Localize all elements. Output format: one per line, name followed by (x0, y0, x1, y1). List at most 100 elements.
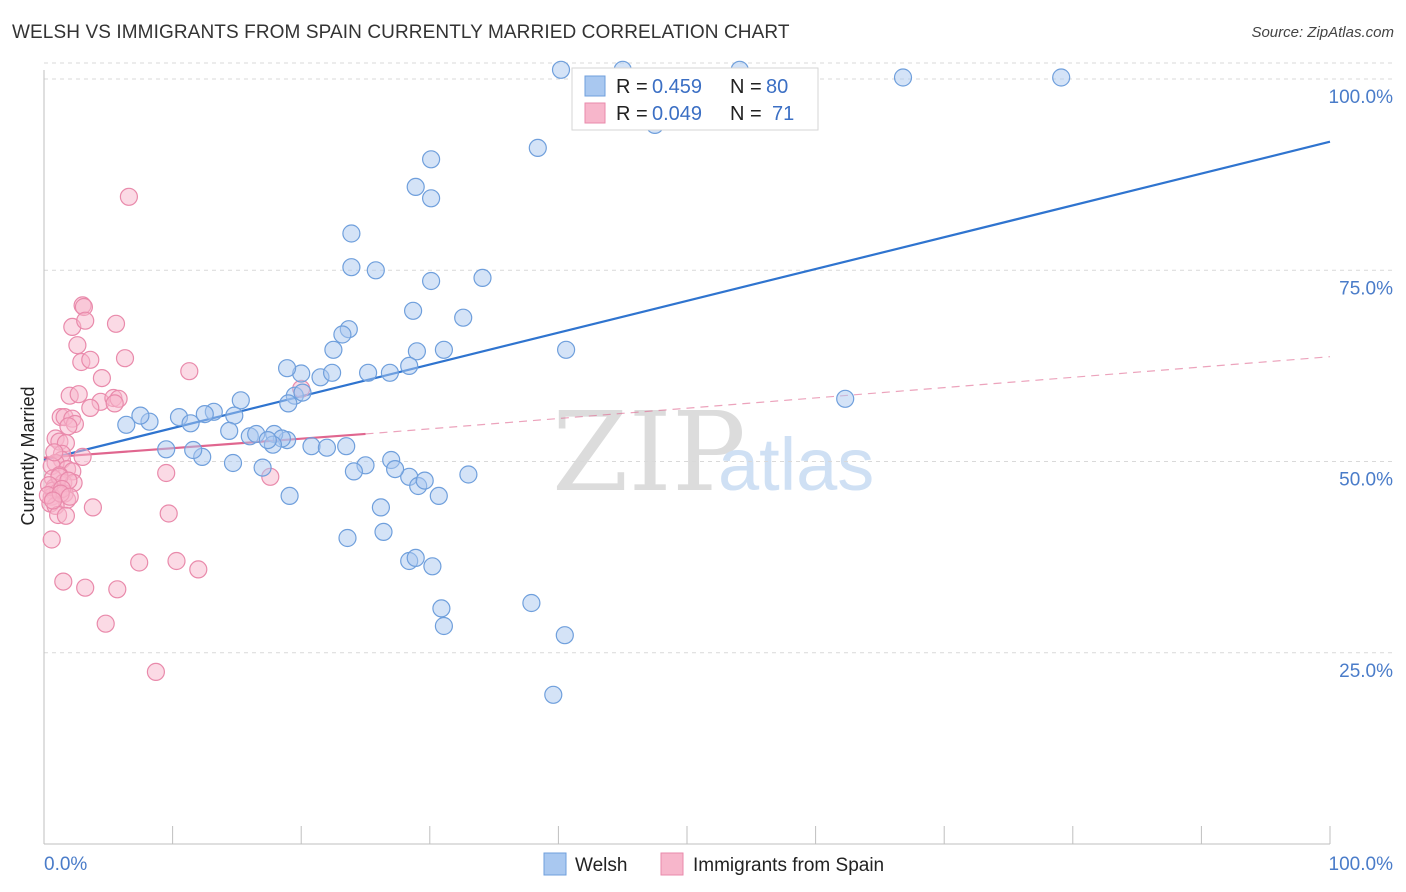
welsh-point (544, 685, 563, 704)
watermark-zip: ZIP (552, 388, 746, 516)
welsh-point (422, 271, 441, 291)
stats-welsh-n-label: N = (730, 76, 762, 98)
spain-point (59, 417, 78, 436)
welsh-point (1052, 68, 1071, 87)
x-tick-label: 0.0% (44, 854, 87, 875)
welsh-point (386, 460, 405, 479)
welsh-point (342, 224, 361, 243)
stats-spain-n-value: 71 (772, 103, 794, 125)
stats-spain-r-value: 0.049 (652, 103, 702, 125)
welsh-point (400, 356, 419, 375)
welsh-point (555, 626, 574, 645)
spain-point (92, 369, 112, 388)
welsh-point (551, 60, 571, 79)
welsh-point (893, 68, 913, 87)
spain-point (106, 314, 126, 333)
stats-spain-r-label: R = (616, 103, 648, 125)
stats-swatch-welsh (584, 75, 606, 97)
welsh-point (366, 261, 385, 280)
welsh-point (434, 616, 453, 636)
welsh-point (131, 406, 150, 425)
spain-point (42, 530, 61, 549)
x-tick-label: 100.0% (1329, 854, 1394, 875)
stats-welsh-r-label: R = (616, 76, 648, 98)
spain-point (69, 385, 88, 404)
welsh-point (279, 394, 298, 413)
welsh-point (406, 177, 425, 196)
watermark: ZIP atlas (552, 388, 874, 516)
spain-point (146, 662, 165, 682)
y-tick-labels: 25.0% 50.0% 75.0% 100.0% (1329, 87, 1394, 682)
legend-label-welsh: Welsh (575, 855, 627, 876)
grid-lines (44, 62, 1392, 654)
spain-point (43, 491, 63, 510)
welsh-point (432, 599, 451, 618)
spain-point (115, 349, 135, 368)
welsh-point (344, 462, 363, 481)
welsh-point (342, 258, 361, 277)
watermark-atlas: atlas (718, 423, 874, 506)
spain-point (105, 394, 124, 413)
welsh-point (220, 421, 239, 440)
welsh-point (371, 498, 390, 517)
legend-label-spain: Immigrants from Spain (693, 855, 884, 876)
stats-swatch-spain (584, 102, 606, 124)
welsh-point (225, 406, 244, 425)
welsh-point (423, 557, 442, 576)
welsh-point (404, 301, 423, 320)
welsh-point (157, 440, 176, 459)
x-tick-labels: 0.0% 100.0% (44, 854, 1393, 875)
chart-title: WELSH VS IMMIGRANTS FROM SPAIN CURRENTLY… (12, 22, 790, 43)
welsh-point (184, 440, 203, 460)
welsh-point (422, 150, 441, 169)
welsh-point (522, 593, 541, 613)
welsh-point (406, 548, 425, 568)
spain-point (180, 362, 199, 381)
legend-swatch-welsh (543, 852, 567, 876)
welsh-point (253, 458, 272, 477)
y-tick-label: 100.0% (1329, 87, 1394, 108)
legend-swatch-spain (660, 852, 684, 876)
spain-point (159, 504, 178, 523)
legend: Welsh Immigrants from Spain (543, 852, 884, 876)
welsh-point (429, 486, 448, 505)
spain-point (76, 578, 95, 597)
welsh-point (359, 363, 378, 382)
spain-point (189, 560, 208, 579)
welsh-point (258, 431, 277, 450)
welsh-point (374, 522, 393, 542)
welsh-point (231, 391, 250, 410)
y-tick-label: 75.0% (1339, 278, 1393, 299)
y-axis-title: Currently Married (18, 386, 38, 525)
spain-point (54, 572, 73, 591)
spain-point (119, 187, 138, 206)
spain-point (167, 551, 186, 571)
welsh-point (195, 405, 214, 424)
spain-point (83, 498, 103, 517)
welsh-point (528, 138, 547, 157)
spain-point (81, 398, 100, 417)
welsh-point (223, 453, 243, 473)
source-label: Source: ZipAtlas.com (1251, 24, 1394, 41)
spain-point (157, 463, 176, 483)
welsh-point (317, 438, 336, 457)
welsh-trend-line (43, 140, 1331, 462)
welsh-point (380, 363, 399, 382)
spain-point (76, 311, 95, 330)
welsh-point (473, 268, 492, 287)
stats-box-frame (571, 67, 819, 131)
welsh-point (422, 189, 441, 208)
welsh-point (293, 383, 312, 402)
welsh-point (338, 528, 357, 548)
welsh-point (181, 414, 200, 433)
welsh-point (324, 340, 343, 359)
y-tick-label: 50.0% (1339, 470, 1393, 491)
welsh-point (337, 437, 356, 456)
spain-point (81, 350, 100, 369)
welsh-point (302, 437, 321, 456)
welsh-point (278, 359, 297, 378)
y-tick-label: 25.0% (1339, 661, 1393, 682)
welsh-point (459, 465, 478, 484)
spain-point (45, 443, 64, 462)
